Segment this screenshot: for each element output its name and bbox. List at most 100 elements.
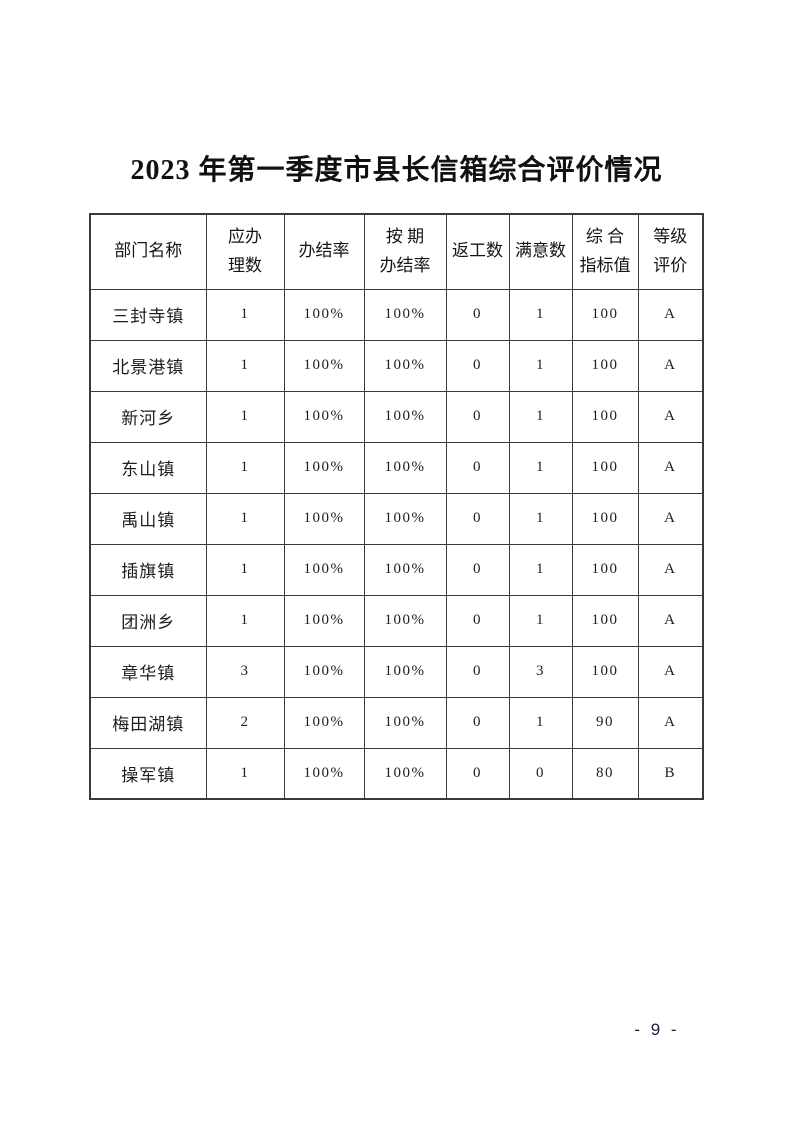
cell-satisfied-count: 3: [508, 645, 573, 698]
cell-department: 章华镇: [89, 645, 207, 698]
cell-due-count: 1: [205, 492, 285, 545]
cell-ontime-rate: 100%: [363, 288, 447, 341]
cell-due-count: 1: [205, 594, 285, 647]
column-header-rework-count: 返工数: [445, 213, 510, 290]
cell-completion-rate: 100%: [283, 390, 365, 443]
cell-ontime-rate: 100%: [363, 339, 447, 392]
cell-ontime-rate: 100%: [363, 543, 447, 596]
cell-department: 三封寺镇: [89, 288, 207, 341]
table-row: 禹山镇 1 100% 100% 0 1 100 A: [89, 492, 704, 545]
cell-rework-count: 0: [445, 747, 510, 800]
cell-composite-index: 90: [571, 696, 639, 749]
cell-due-count: 1: [205, 390, 285, 443]
cell-composite-index: 100: [571, 339, 639, 392]
table-row: 梅田湖镇 2 100% 100% 0 1 90 A: [89, 696, 704, 749]
cell-completion-rate: 100%: [283, 339, 365, 392]
cell-ontime-rate: 100%: [363, 441, 447, 494]
page-title: 2023 年第一季度市县长信箱综合评价情况: [130, 155, 663, 186]
cell-satisfied-count: 1: [508, 492, 573, 545]
cell-grade: A: [637, 696, 704, 749]
cell-rework-count: 0: [445, 390, 510, 443]
cell-rework-count: 0: [445, 441, 510, 494]
cell-due-count: 1: [205, 339, 285, 392]
cell-due-count: 3: [205, 645, 285, 698]
cell-department: 禹山镇: [89, 492, 207, 545]
cell-department: 东山镇: [89, 441, 207, 494]
cell-grade: A: [637, 594, 704, 647]
cell-composite-index: 100: [571, 390, 639, 443]
cell-grade: A: [637, 441, 704, 494]
cell-satisfied-count: 1: [508, 696, 573, 749]
table-row: 东山镇 1 100% 100% 0 1 100 A: [89, 441, 704, 494]
cell-composite-index: 100: [571, 441, 639, 494]
cell-ontime-rate: 100%: [363, 696, 447, 749]
cell-department: 北景港镇: [89, 339, 207, 392]
cell-composite-index: 100: [571, 492, 639, 545]
cell-department: 梅田湖镇: [89, 696, 207, 749]
column-header-composite-index: 综 合 指标值: [571, 213, 639, 290]
cell-department: 团洲乡: [89, 594, 207, 647]
column-header-grade: 等级 评价: [637, 213, 704, 290]
evaluation-table: 部门名称 应办 理数 办结率 按 期 办结率 返工数 满意数 综 合 指标值 等…: [89, 213, 704, 800]
cell-rework-count: 0: [445, 543, 510, 596]
cell-completion-rate: 100%: [283, 543, 365, 596]
cell-completion-rate: 100%: [283, 288, 365, 341]
table-header-row: 部门名称 应办 理数 办结率 按 期 办结率 返工数 满意数 综 合 指标值 等…: [89, 213, 704, 290]
table-row: 插旗镇 1 100% 100% 0 1 100 A: [89, 543, 704, 596]
cell-completion-rate: 100%: [283, 441, 365, 494]
cell-grade: A: [637, 339, 704, 392]
cell-rework-count: 0: [445, 645, 510, 698]
table-row: 新河乡 1 100% 100% 0 1 100 A: [89, 390, 704, 443]
cell-ontime-rate: 100%: [363, 390, 447, 443]
cell-department: 操军镇: [89, 747, 207, 800]
cell-satisfied-count: 0: [508, 747, 573, 800]
column-header-due-count: 应办 理数: [205, 213, 285, 290]
cell-satisfied-count: 1: [508, 441, 573, 494]
cell-department: 插旗镇: [89, 543, 207, 596]
cell-due-count: 1: [205, 543, 285, 596]
cell-rework-count: 0: [445, 288, 510, 341]
cell-composite-index: 100: [571, 288, 639, 341]
cell-rework-count: 0: [445, 594, 510, 647]
cell-satisfied-count: 1: [508, 390, 573, 443]
table-row: 北景港镇 1 100% 100% 0 1 100 A: [89, 339, 704, 392]
cell-completion-rate: 100%: [283, 492, 365, 545]
cell-completion-rate: 100%: [283, 645, 365, 698]
cell-completion-rate: 100%: [283, 747, 365, 800]
cell-rework-count: 0: [445, 339, 510, 392]
table-row: 章华镇 3 100% 100% 0 3 100 A: [89, 645, 704, 698]
cell-ontime-rate: 100%: [363, 645, 447, 698]
column-header-department: 部门名称: [89, 213, 207, 290]
cell-due-count: 2: [205, 696, 285, 749]
cell-grade: A: [637, 543, 704, 596]
cell-composite-index: 100: [571, 594, 639, 647]
cell-ontime-rate: 100%: [363, 747, 447, 800]
cell-ontime-rate: 100%: [363, 594, 447, 647]
cell-grade: A: [637, 288, 704, 341]
cell-completion-rate: 100%: [283, 594, 365, 647]
column-header-satisfied-count: 满意数: [508, 213, 573, 290]
cell-composite-index: 100: [571, 645, 639, 698]
cell-grade: A: [637, 492, 704, 545]
cell-rework-count: 0: [445, 696, 510, 749]
cell-due-count: 1: [205, 288, 285, 341]
cell-grade: A: [637, 390, 704, 443]
column-header-ontime-rate: 按 期 办结率: [363, 213, 447, 290]
cell-composite-index: 100: [571, 543, 639, 596]
page-number: - 9 -: [634, 1020, 680, 1039]
cell-satisfied-count: 1: [508, 543, 573, 596]
cell-completion-rate: 100%: [283, 696, 365, 749]
cell-due-count: 1: [205, 747, 285, 800]
cell-rework-count: 0: [445, 492, 510, 545]
cell-due-count: 1: [205, 441, 285, 494]
cell-satisfied-count: 1: [508, 594, 573, 647]
cell-department: 新河乡: [89, 390, 207, 443]
cell-ontime-rate: 100%: [363, 492, 447, 545]
table-row: 操军镇 1 100% 100% 0 0 80 B: [89, 747, 704, 800]
cell-grade: A: [637, 645, 704, 698]
table-row: 三封寺镇 1 100% 100% 0 1 100 A: [89, 288, 704, 341]
cell-composite-index: 80: [571, 747, 639, 800]
cell-grade: B: [637, 747, 704, 800]
table-row: 团洲乡 1 100% 100% 0 1 100 A: [89, 594, 704, 647]
